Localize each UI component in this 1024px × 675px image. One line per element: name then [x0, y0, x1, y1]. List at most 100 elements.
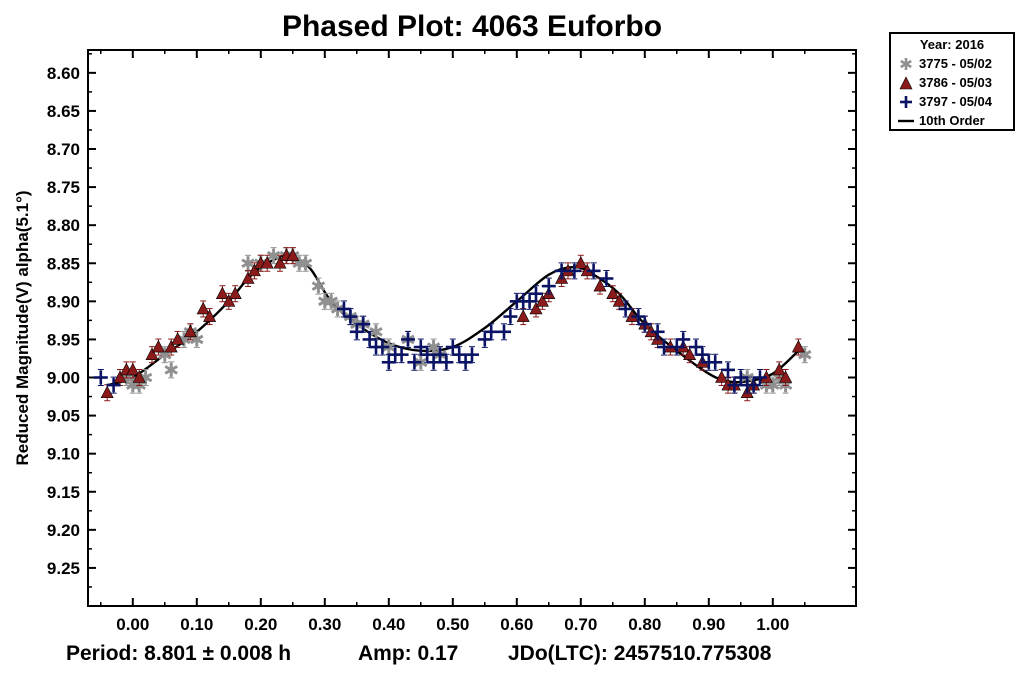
plus-point — [541, 277, 556, 295]
plus-point — [708, 353, 723, 371]
line-icon — [898, 119, 914, 122]
triangle-point — [241, 269, 255, 287]
triangle-point — [779, 369, 793, 387]
plus-icon — [900, 95, 912, 108]
amplitude-value: Amp: 0.17 — [358, 642, 459, 665]
y-tick-label: 8.70 — [47, 140, 80, 159]
x-tick-label: 0.80 — [628, 615, 661, 634]
triangle-point — [132, 369, 146, 387]
triangle-point — [228, 285, 242, 303]
y-axis: 8.60 8.65 8.70 8.75 8.80 8.85 8.90 8.95 9.00 9.05… — [47, 53, 856, 588]
x-tick-label: 0.30 — [308, 615, 341, 634]
x-tick-label: 1.00 — [756, 615, 789, 634]
triangle-point — [593, 277, 607, 295]
plus-point — [676, 330, 691, 348]
legend-label: 10th Order — [919, 113, 985, 128]
legend-item-series-1: 3775 - 05/02 — [891, 54, 1013, 73]
y-tick-label: 9.00 — [47, 369, 80, 388]
data-points — [93, 247, 812, 402]
y-tick-label: 9.20 — [47, 521, 80, 540]
x-tick-label: 0.40 — [372, 615, 405, 634]
triangle-point — [260, 254, 274, 272]
triangle-point — [286, 247, 300, 265]
legend-item-series-2: 3786 - 05/03 — [891, 73, 1013, 92]
y-tick-label: 8.90 — [47, 292, 80, 311]
plus-point — [721, 361, 735, 379]
plus-point — [599, 269, 614, 287]
legend-item-fit: 10th Order — [891, 111, 1013, 130]
triangle-point — [683, 346, 697, 364]
plus-point — [356, 315, 371, 333]
y-tick-label: 8.75 — [47, 178, 80, 197]
asterisk-point — [426, 338, 441, 356]
period-value: Period: 8.801 ± 0.008 h — [66, 642, 292, 665]
x-tick-label: 0.70 — [564, 615, 597, 634]
epoch-value: JDo(LTC): 2457510.775308 — [508, 642, 772, 665]
triangle-point — [247, 262, 261, 280]
y-axis-label: Reduced Magnitude(V) alpha(5.1°) — [13, 190, 32, 465]
legend-label: 3775 - 05/02 — [919, 56, 993, 71]
plus-point — [106, 376, 121, 394]
triangle-point — [574, 254, 588, 272]
plus-point — [343, 308, 358, 326]
triangle-point — [164, 338, 178, 356]
legend-title: Year: 2016 — [919, 37, 985, 52]
plus-point — [394, 346, 409, 364]
plus-point — [657, 338, 671, 356]
plus-point — [93, 369, 108, 387]
triangle-point — [203, 308, 217, 326]
plus-point — [484, 323, 499, 341]
plus-point — [375, 338, 390, 356]
plus-point — [567, 262, 582, 280]
triangle-point — [196, 300, 210, 318]
plus-point — [650, 323, 665, 341]
y-tick-label: 8.95 — [47, 330, 80, 349]
plus-point — [554, 262, 569, 280]
legend-item-series-3: 3797 - 05/04 — [891, 92, 1013, 111]
triangle-point — [516, 308, 530, 326]
x-tick-label: 0.00 — [116, 615, 149, 634]
plus-point — [503, 308, 518, 326]
x-axis: 0.00 0.10 0.20 0.30 0.40 0.50 0.60 0.70 0.80 0.90… — [100, 50, 806, 634]
triangle-point — [171, 330, 185, 348]
triangle-point — [612, 292, 626, 310]
footer-stats: Period: 8.801 ± 0.008 h Amp: 0.17 JDo(LT… — [0, 642, 1024, 672]
plus-point — [401, 330, 415, 348]
triangle-point — [183, 323, 197, 341]
legend-label: 3786 - 05/03 — [919, 75, 993, 90]
triangle-icon — [899, 75, 913, 89]
asterisk-point — [266, 247, 281, 265]
y-tick-label: 9.05 — [47, 407, 80, 426]
triangle-point — [606, 285, 620, 303]
triangle-point — [791, 338, 805, 356]
y-tick-label: 8.60 — [47, 64, 80, 83]
asterisk-point — [241, 254, 255, 272]
chart-legend: Year: 2016 3775 - 05/02 3786 - 05/03 379… — [889, 32, 1015, 131]
asterisk-point — [298, 254, 313, 272]
triangle-point — [126, 361, 140, 379]
asterisk-point — [369, 323, 383, 341]
plus-point — [439, 353, 454, 371]
plus-point — [586, 262, 601, 280]
y-tick-label: 9.15 — [47, 483, 80, 502]
triangle-point — [772, 361, 786, 379]
y-tick-label: 8.85 — [47, 254, 80, 273]
y-tick-label: 9.10 — [47, 445, 80, 464]
plus-point — [407, 353, 422, 371]
triangle-point — [151, 338, 165, 356]
plus-point — [753, 369, 767, 387]
chart-title: Phased Plot: 4063 Euforbo — [281, 10, 663, 43]
asterisk-point — [324, 292, 338, 310]
triangle-point — [222, 292, 236, 310]
y-tick-label: 9.25 — [47, 559, 80, 578]
x-tick-label: 0.60 — [500, 615, 533, 634]
plus-point — [637, 315, 652, 333]
triangle-point — [145, 346, 159, 364]
x-tick-label: 0.10 — [180, 615, 213, 634]
x-tick-label: 0.20 — [244, 615, 277, 634]
plus-point — [465, 346, 479, 364]
triangle-point — [273, 254, 287, 272]
asterisk-point — [190, 330, 204, 348]
triangle-point — [215, 285, 229, 303]
